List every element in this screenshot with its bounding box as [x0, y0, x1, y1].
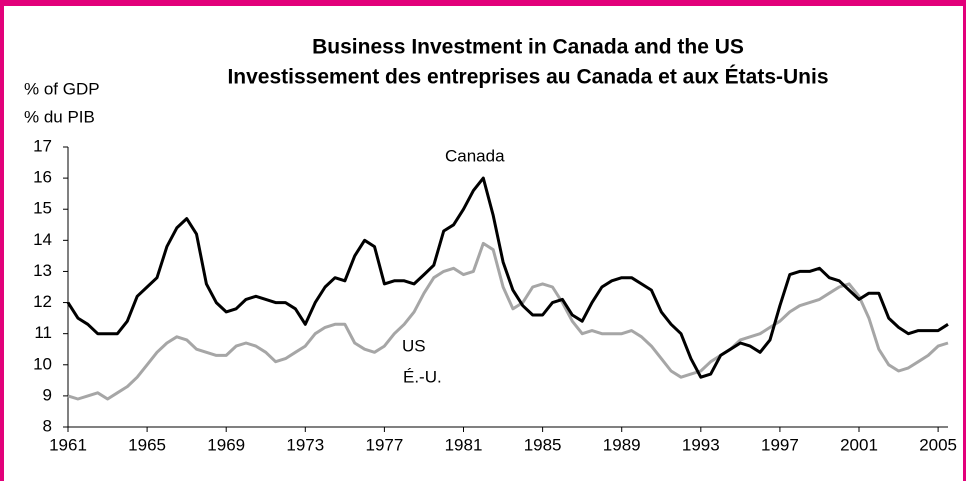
x-tick-label: 1993 [682, 435, 720, 454]
chart: Business Investment in Canada and the US… [24, 36, 957, 455]
x-tick-label: 2001 [840, 435, 878, 454]
x-tick-label: 1969 [207, 435, 245, 454]
y-tick-label: 8 [43, 416, 52, 435]
annotation: É.-U. [403, 367, 442, 386]
y-tick-label: 14 [33, 230, 52, 249]
x-tick-label: 1961 [49, 435, 87, 454]
series-line [67, 241, 949, 401]
x-tick-label: 1997 [761, 435, 799, 454]
chart-subtitle: Investissement des entreprises au Canada… [227, 66, 828, 89]
x-tick-label: 1989 [603, 435, 641, 454]
y-axis-label-fr: % du PIB [24, 107, 95, 126]
x-tick-label: 2005 [919, 435, 957, 454]
series-label: US [402, 336, 426, 355]
y-tick-label: 9 [43, 385, 52, 404]
y-tick-label: 17 [33, 136, 52, 155]
x-tick-label: 1965 [128, 435, 166, 454]
y-tick-label: 13 [33, 261, 52, 280]
y-tick-label: 15 [33, 199, 52, 218]
y-axis-label: % of GDP [24, 79, 100, 98]
y-tick-label: 10 [33, 354, 52, 373]
chart-title: Business Investment in Canada and the US [312, 36, 744, 59]
y-tick-label: 11 [34, 323, 52, 342]
series-label: Canada [445, 146, 505, 165]
x-tick-label: 1985 [524, 435, 562, 454]
x-tick-label: 1977 [365, 435, 403, 454]
x-tick-label: 1981 [445, 435, 483, 454]
series-line [66, 176, 949, 379]
x-tick-label: 1973 [286, 435, 324, 454]
y-tick-label: 16 [33, 168, 52, 187]
y-tick-label: 12 [33, 292, 52, 311]
